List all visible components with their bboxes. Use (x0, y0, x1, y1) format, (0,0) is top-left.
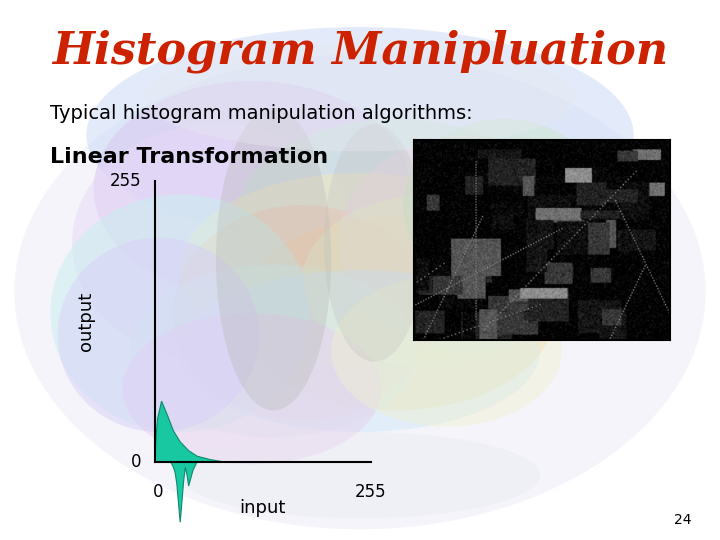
Polygon shape (155, 401, 222, 522)
Ellipse shape (14, 54, 706, 529)
Ellipse shape (338, 135, 598, 351)
Ellipse shape (180, 432, 540, 518)
Ellipse shape (50, 194, 310, 432)
Text: 24: 24 (674, 512, 691, 526)
Text: 0: 0 (153, 483, 163, 501)
Ellipse shape (94, 81, 410, 297)
Ellipse shape (72, 124, 360, 362)
Ellipse shape (302, 194, 562, 367)
Ellipse shape (180, 173, 540, 367)
Ellipse shape (324, 124, 425, 362)
Ellipse shape (144, 43, 576, 151)
Ellipse shape (122, 313, 382, 464)
Text: output: output (78, 292, 95, 351)
Text: Histogram Manipluation: Histogram Manipluation (52, 30, 668, 73)
Text: input: input (240, 498, 286, 517)
Ellipse shape (331, 275, 562, 427)
Ellipse shape (58, 238, 259, 432)
Text: Typical histogram manipulation algorithms:: Typical histogram manipulation algorithm… (50, 104, 473, 123)
Text: 255: 255 (110, 172, 142, 190)
Ellipse shape (216, 108, 331, 410)
Ellipse shape (180, 270, 540, 432)
Ellipse shape (238, 216, 554, 410)
Ellipse shape (86, 27, 634, 243)
Text: 255: 255 (355, 483, 387, 501)
Ellipse shape (238, 119, 554, 313)
Text: Linear Transformation: Linear Transformation (50, 146, 328, 167)
Ellipse shape (173, 205, 432, 421)
Text: 0: 0 (131, 453, 142, 471)
Ellipse shape (403, 119, 605, 292)
Ellipse shape (130, 265, 418, 437)
